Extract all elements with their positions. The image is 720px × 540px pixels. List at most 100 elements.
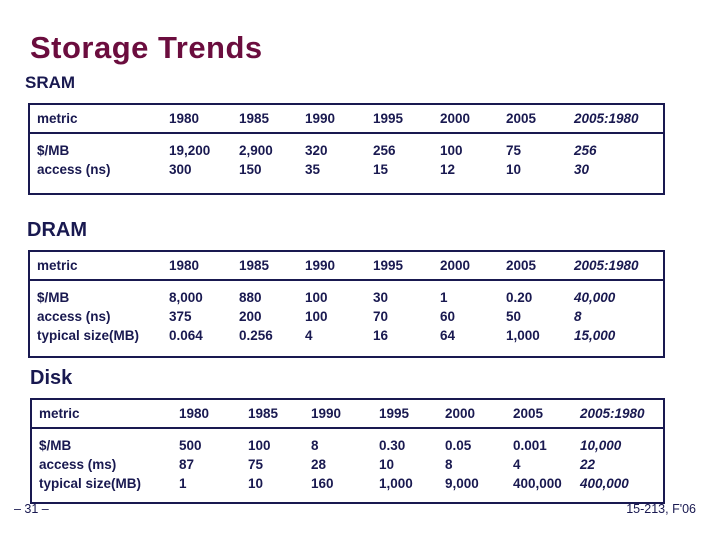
metric-value: 50: [506, 309, 522, 324]
metric-value: 70: [373, 309, 389, 324]
metric-value: 60: [440, 309, 456, 324]
metric-value: 150: [239, 162, 262, 177]
column-header: 2005:1980: [574, 111, 639, 126]
metric-value: 19,200: [169, 143, 211, 158]
column-header: metric: [37, 111, 78, 126]
metric-value: 320: [305, 143, 328, 158]
metric-value: 40,000: [574, 290, 616, 305]
metric-value: 100: [305, 290, 328, 305]
column-header: 1995: [373, 111, 404, 126]
course-tag: 15-213, F'06: [626, 502, 696, 516]
column-header: 1990: [305, 111, 336, 126]
value-cell: 40,000 8 15,000: [574, 288, 663, 345]
column-header: 1980: [169, 258, 200, 273]
value-cell: 0.001 4 400,000: [513, 436, 580, 493]
metric-value: 12: [440, 162, 456, 177]
value-cell: 1 60 64: [440, 288, 506, 345]
sram-table-body: $/MB access (ns) 19,200 300 2,900 150 320 35 256…: [30, 134, 663, 179]
value-cell: 10,000 22 400,000: [580, 436, 663, 493]
value-cell: 100 75 10: [248, 436, 311, 493]
slide-title: Storage Trends: [30, 30, 263, 65]
metric-value: 160: [311, 476, 334, 491]
metric-cell: $/MB access (ns): [37, 141, 169, 179]
column-header: 1985: [239, 111, 270, 126]
value-cell: 19,200 300: [169, 141, 239, 179]
metric-value: 0.001: [513, 438, 547, 453]
metric-value: 75: [506, 143, 522, 158]
value-cell: 0.30 10 1,000: [379, 436, 445, 493]
section-heading-disk: Disk: [30, 367, 73, 389]
column-header: 1985: [248, 406, 279, 421]
metric-value: 8,000: [169, 290, 203, 305]
metric-value: 75: [248, 457, 264, 472]
metric-value: 4: [305, 328, 313, 343]
column-header: metric: [39, 406, 80, 421]
metric-label: access (ms): [39, 457, 117, 472]
column-header: 2005: [506, 258, 537, 273]
metric-value: 100: [440, 143, 463, 158]
metric-value: 100: [248, 438, 271, 453]
sram-table-header-row: metric 1980 1985 1990 1995 2000 2005 2005:1980: [30, 105, 663, 134]
metric-value: 880: [239, 290, 262, 305]
metric-value: 1: [179, 476, 187, 491]
value-cell: 75 10: [506, 141, 574, 179]
page-number: – 31 –: [14, 502, 49, 516]
column-header: 1995: [379, 406, 410, 421]
metric-value: 15,000: [574, 328, 616, 343]
metric-value: 256: [574, 143, 597, 158]
metric-value: 0.05: [445, 438, 472, 453]
value-cell: 100 100 4: [305, 288, 373, 345]
metric-cell: $/MB access (ns) typical size(MB): [37, 288, 169, 345]
disk-table-body: $/MB access (ms) typical size(MB) 500 87 1 100…: [32, 429, 663, 493]
value-cell: 30 70 16: [373, 288, 440, 345]
metric-value: 10: [506, 162, 522, 177]
metric-value: 2,900: [239, 143, 273, 158]
value-cell: 2,900 150: [239, 141, 305, 179]
disk-table-header-row: metric 1980 1985 1990 1995 2000 2005 2005:1980: [32, 400, 663, 429]
metric-value: 400,000: [580, 476, 629, 491]
column-header: 2000: [440, 258, 471, 273]
column-header: 2005: [513, 406, 544, 421]
value-cell: 0.20 50 1,000: [506, 288, 574, 345]
section-heading-dram: DRAM: [27, 219, 87, 241]
metric-value: 64: [440, 328, 456, 343]
metric-value: 10: [379, 457, 395, 472]
column-header: 1990: [305, 258, 336, 273]
metric-label: access (ns): [37, 162, 111, 177]
metric-value: 256: [373, 143, 396, 158]
value-cell: 256 15: [373, 141, 440, 179]
column-header: 2005: [506, 111, 537, 126]
value-cell: 8 28 160: [311, 436, 379, 493]
metric-value: 10,000: [580, 438, 622, 453]
metric-value: 1: [440, 290, 448, 305]
dram-table-body: $/MB access (ns) typical size(MB) 8,000 375 0…: [30, 281, 663, 345]
column-header: 2005:1980: [580, 406, 645, 421]
column-header: 2005:1980: [574, 258, 639, 273]
metric-value: 1,000: [506, 328, 540, 343]
metric-value: 500: [179, 438, 202, 453]
column-header: 1990: [311, 406, 342, 421]
metric-value: 28: [311, 457, 327, 472]
dram-table-header-row: metric 1980 1985 1990 1995 2000 2005 2005:1980: [30, 252, 663, 281]
value-cell: 320 35: [305, 141, 373, 179]
column-header: metric: [37, 258, 78, 273]
metric-value: 0.20: [506, 290, 533, 305]
column-header: 1985: [239, 258, 270, 273]
metric-label: $/MB: [37, 290, 70, 305]
dram-table: metric 1980 1985 1990 1995 2000 2005 2005:1980 $…: [28, 250, 665, 358]
metric-value: 30: [574, 162, 590, 177]
disk-table: metric 1980 1985 1990 1995 2000 2005 2005:1980 $…: [30, 398, 665, 504]
column-header: 1980: [179, 406, 210, 421]
value-cell: 8,000 375 0.064: [169, 288, 239, 345]
metric-value: 10: [248, 476, 264, 491]
metric-value: 35: [305, 162, 321, 177]
metric-value: 16: [373, 328, 389, 343]
metric-label: typical size(MB): [37, 328, 140, 343]
metric-value: 30: [373, 290, 389, 305]
metric-value: 0.256: [239, 328, 273, 343]
metric-value: 15: [373, 162, 389, 177]
metric-label: access (ns): [37, 309, 111, 324]
metric-label: $/MB: [37, 143, 70, 158]
metric-value: 4: [513, 457, 521, 472]
